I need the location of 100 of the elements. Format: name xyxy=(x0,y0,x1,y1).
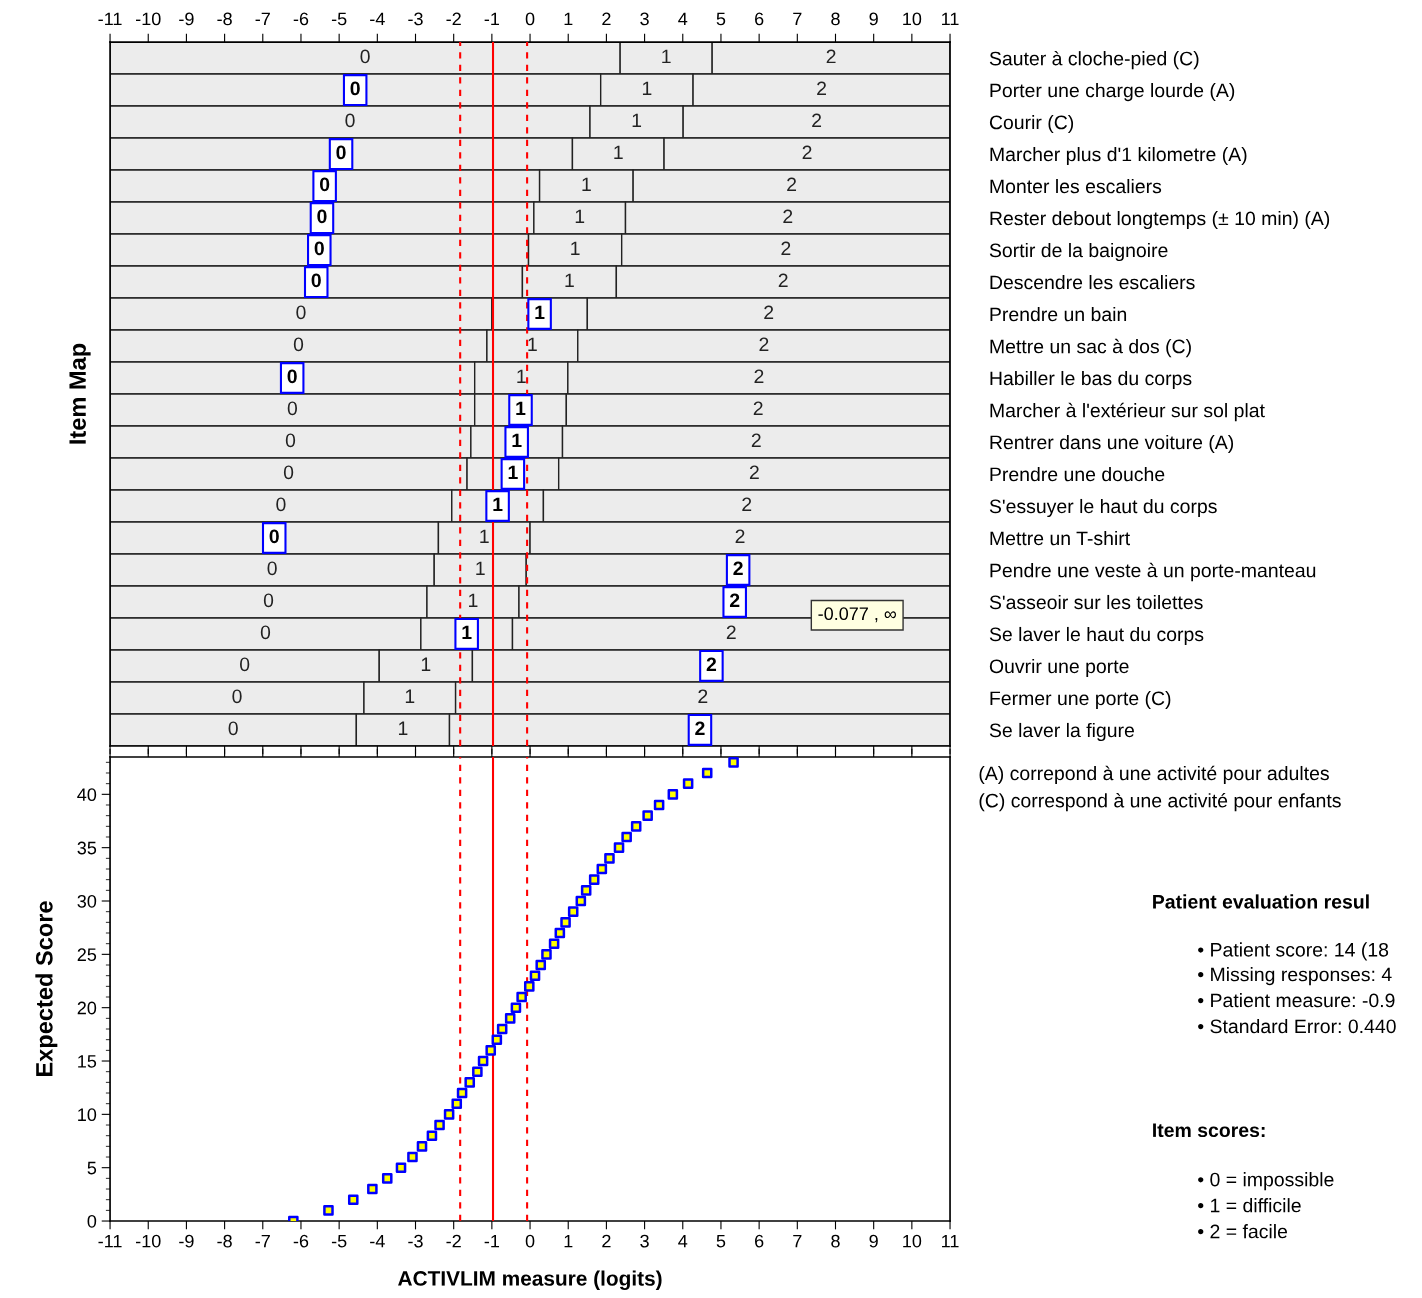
x-tick-label: 6 xyxy=(755,1234,764,1248)
y-tick-label: 30 xyxy=(77,894,97,908)
text: 0 xyxy=(276,497,286,512)
text: 0 xyxy=(228,721,238,736)
text: 1 xyxy=(614,145,623,160)
y-tick-label: 20 xyxy=(77,1001,97,1015)
y-tick-label: Sauter à cloche-pied (C) xyxy=(989,50,1199,70)
x-tick-label: -7 xyxy=(255,12,270,26)
annotation: 0 xyxy=(269,529,279,544)
text: • Missing responses: 4 xyxy=(1198,967,1392,986)
x-tick-label: 10 xyxy=(903,12,922,26)
annotation: 1 xyxy=(516,401,526,416)
annotation: 0 xyxy=(287,369,297,384)
series-label: 1 xyxy=(493,497,503,512)
text: (A) correpond à une activité pour adultes xyxy=(979,765,1329,785)
text: Item scores: xyxy=(1153,1123,1265,1138)
text: • 2 = facile xyxy=(1198,1224,1288,1239)
x-tick-label: -3 xyxy=(408,1234,423,1248)
y-tick-label: Se laver la figure xyxy=(989,722,1134,742)
y-tick-label: Ouvrir une porte xyxy=(989,658,1129,678)
x-tick-label: 9 xyxy=(869,1234,878,1248)
annotation: 0 xyxy=(317,209,327,224)
x-tick-label: 4 xyxy=(678,12,688,26)
x-tick-label: -11 xyxy=(98,1234,122,1248)
annotation: 2 xyxy=(695,721,705,735)
x-tick-label: -8 xyxy=(217,12,232,26)
x-tick-label: -7 xyxy=(255,1234,270,1248)
x-tick-label: 0 xyxy=(525,12,535,26)
y-tick-label: Sortir de la baignoire xyxy=(989,242,1168,262)
y-tick-label: S'essuyer le haut du corps xyxy=(989,498,1217,518)
y-tick-label: 5 xyxy=(87,1161,97,1175)
x-tick-label: 3 xyxy=(640,12,649,26)
text: 2 xyxy=(735,529,745,544)
annotation: 1 xyxy=(480,529,489,544)
text: 1 xyxy=(476,561,485,576)
x-tick-label: 10 xyxy=(903,1234,922,1248)
y-axis-title: Item Map xyxy=(69,343,91,444)
series-label: 0 xyxy=(267,561,277,576)
x-tick-label: -3 xyxy=(408,12,423,26)
y-tick-label: S'asseoir sur les toilettes xyxy=(989,594,1203,610)
y-tick-label: 35 xyxy=(77,841,97,855)
x-tick-label: -2 xyxy=(446,1234,461,1248)
text: 1 xyxy=(517,369,526,384)
text: 2 xyxy=(759,337,769,352)
x-tick-label: -5 xyxy=(331,1234,347,1248)
text: 0 xyxy=(287,401,298,416)
text: 1 xyxy=(575,209,585,224)
text: 0 xyxy=(296,305,306,320)
text: 1 xyxy=(565,273,574,288)
text: 2 xyxy=(812,113,822,128)
text: (C) correspond à une activité pour enfants xyxy=(979,792,1341,812)
y-tick-label: 0 xyxy=(87,1214,97,1228)
text: 0 xyxy=(232,689,242,704)
x-tick-label: -10 xyxy=(136,12,161,26)
x-tick-label: -11 xyxy=(98,12,122,26)
y-tick-label: Rester debout longtemps (± 10 min) (A) xyxy=(990,210,1330,230)
text: 1 xyxy=(571,241,580,256)
text: • Patient measure: -0.9 xyxy=(1198,992,1395,1008)
text: 1 xyxy=(398,721,408,735)
x-tick-label: 8 xyxy=(831,12,840,26)
x-tick-label: -10 xyxy=(136,1234,161,1248)
text: 1 xyxy=(582,177,591,192)
text: 2 xyxy=(826,49,836,64)
x-tick-label: -6 xyxy=(293,12,309,26)
annotation: -0.077 , ∞ xyxy=(818,607,896,623)
text: 2 xyxy=(749,465,759,480)
x-tick-label: -1 xyxy=(484,12,500,26)
text: 2 xyxy=(742,497,752,512)
x-tick-label: -2 xyxy=(446,12,461,26)
y-tick-label: 40 xyxy=(77,788,97,802)
annotation: 0 xyxy=(336,145,346,160)
text: • Standard Error: 0.440 xyxy=(1198,1018,1396,1034)
annotation: 2 xyxy=(726,625,736,639)
x-tick-label: 7 xyxy=(793,1234,802,1248)
text: 1 xyxy=(642,81,652,96)
text: 0 xyxy=(263,593,274,608)
text: • 0 = impossible xyxy=(1198,1172,1334,1191)
text: 1 xyxy=(405,689,415,703)
x-tick-label: -9 xyxy=(179,12,194,26)
annotation: 1 xyxy=(535,305,545,320)
y-tick-label: Habiller le bas du corps xyxy=(990,370,1192,390)
y-tick-label: Mettre un sac à dos (C) xyxy=(990,338,1191,358)
y-tick-label: Pendre une veste à un porte-manteau xyxy=(990,562,1316,582)
y-tick-label: Courir (C) xyxy=(989,115,1074,134)
text: 2 xyxy=(751,433,761,448)
y-tick-label: Prendre une douche xyxy=(990,466,1165,482)
text: 2 xyxy=(778,273,788,288)
annotation: 0 xyxy=(311,273,321,288)
x-tick-label: 0 xyxy=(525,1234,535,1248)
x-tick-label: 7 xyxy=(793,12,802,26)
text: 2 xyxy=(781,241,791,256)
text: • 1 = difficile xyxy=(1198,1198,1301,1213)
text: 2 xyxy=(783,209,793,224)
text: 0 xyxy=(240,657,250,672)
x-tick-label: -4 xyxy=(370,12,385,26)
text: 1 xyxy=(421,657,431,671)
x-tick-label: -5 xyxy=(331,12,347,26)
x-tick-label: -8 xyxy=(217,1234,232,1248)
text: 2 xyxy=(802,145,812,160)
text: 2 xyxy=(764,305,774,320)
